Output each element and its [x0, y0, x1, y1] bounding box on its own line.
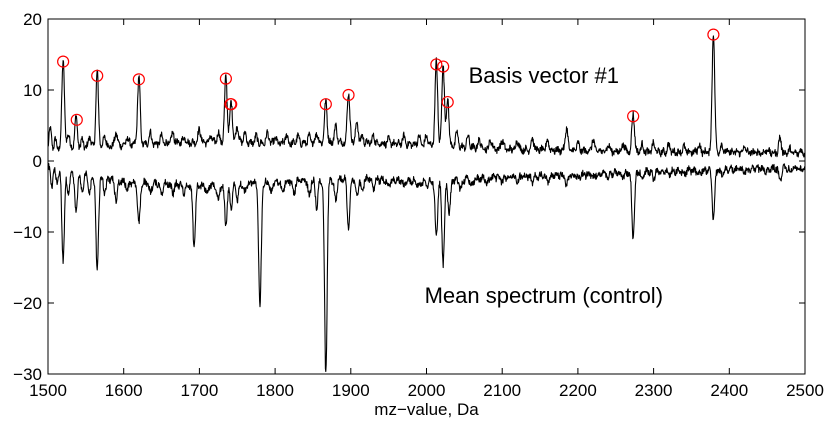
peak-marker [57, 55, 70, 68]
tick-layer: 1500 1600 1700 1800 1900 2000 2100 2200 2300 2400… [13, 10, 824, 400]
x-tick-label: 2400 [710, 381, 748, 400]
y-tick-label: −10 [13, 223, 42, 242]
x-axis-title: mz−value, Da [374, 400, 479, 419]
x-tick-label: 1800 [256, 381, 294, 400]
x-tick-label: 2200 [559, 381, 597, 400]
annotation-mean-spectrum: Mean spectrum (control) [425, 283, 663, 308]
peak-marker [430, 58, 443, 71]
marker-layer [57, 28, 720, 126]
peak-marker [319, 98, 332, 111]
peak-marker [70, 113, 83, 126]
y-tick-label: −30 [13, 365, 42, 384]
peak-marker [627, 110, 640, 123]
peak-marker [225, 98, 238, 111]
x-tick-label: 2100 [483, 381, 521, 400]
peak-marker [441, 95, 454, 109]
peak-marker [437, 60, 450, 73]
x-tick-label: 2000 [408, 381, 446, 400]
y-tick-label: 0 [33, 152, 42, 171]
series-basis-vector-line [47, 35, 806, 158]
x-tick-label: 1500 [29, 381, 67, 400]
series-layer [47, 35, 806, 373]
series-mean-spectrum-line [47, 163, 806, 373]
x-tick-label: 2500 [786, 381, 824, 400]
peak-marker [219, 72, 232, 85]
peak-marker [342, 88, 355, 102]
x-tick-label: 1900 [332, 381, 370, 400]
x-tick-label: 1600 [105, 381, 143, 400]
peak-marker [91, 69, 104, 82]
peak-marker [132, 73, 145, 86]
y-tick-label: −20 [13, 294, 42, 313]
x-tick-label: 2300 [635, 381, 673, 400]
x-tick-label: 1700 [180, 381, 218, 400]
peak-marker [707, 28, 720, 41]
y-tick-label: 20 [23, 10, 42, 29]
annotation-basis-vector: Basis vector #1 [469, 63, 619, 88]
y-tick-label: 10 [23, 81, 42, 100]
